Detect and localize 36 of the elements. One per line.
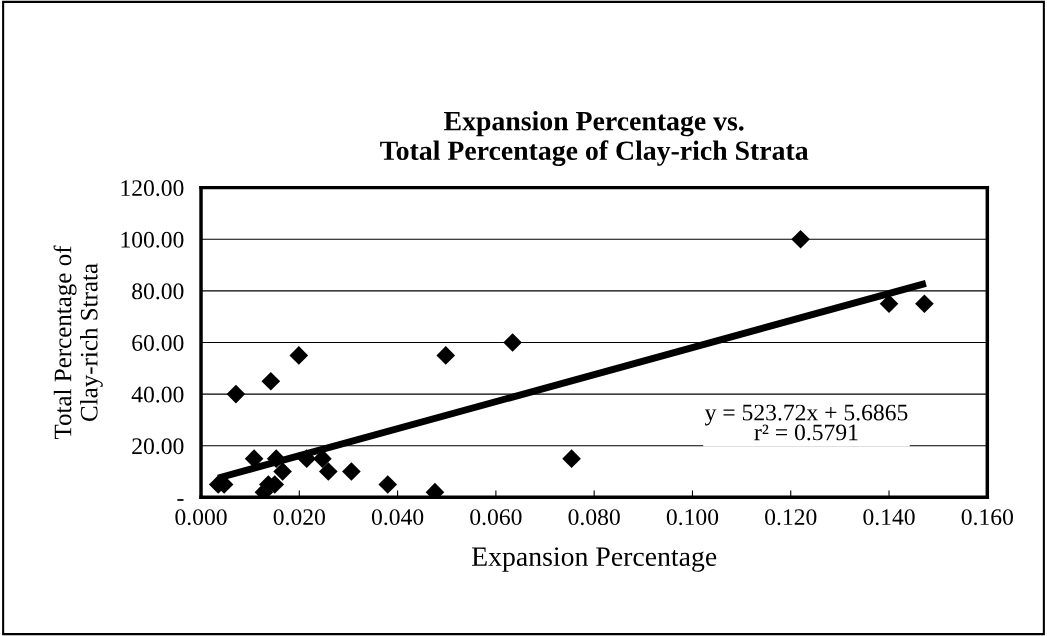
point (503, 333, 522, 352)
point (289, 346, 309, 365)
x-tick-label: 0.060 (470, 509, 522, 526)
x-tick-label: 0.080 (568, 509, 620, 526)
annotation: y = 523.72x + 5.6865 r² = 0.5791 (704, 404, 908, 441)
x-tick-label: 0.100 (666, 509, 719, 526)
point (226, 384, 246, 404)
y-tick-label: 20.00 (132, 438, 184, 455)
y-tick-label: 80.00 (132, 283, 184, 300)
point (297, 449, 316, 468)
y-tick-label: - (177, 499, 184, 501)
x-tick-label: 0.140 (863, 509, 915, 526)
point (342, 462, 361, 481)
point (261, 371, 281, 391)
y-tick-label: 120.00 (121, 180, 184, 197)
x-axis-title: Expansion Percentage (471, 547, 717, 572)
y-axis-title: Total Percentage of Clay-rich Strata (53, 245, 103, 440)
point (436, 346, 456, 365)
point (915, 294, 934, 314)
point (266, 449, 286, 468)
y-tick-label: 100.00 (121, 231, 184, 248)
point (244, 449, 264, 468)
point (562, 449, 581, 468)
x-tick-label: 0.040 (371, 509, 424, 526)
x-tick-label: 0.160 (961, 509, 1013, 526)
point (791, 229, 810, 249)
point (378, 475, 398, 494)
x-tick-label: 0.020 (273, 509, 325, 526)
point (273, 462, 292, 481)
y-tick-label: 60.00 (132, 334, 184, 352)
x-tick-label: 0.120 (765, 509, 817, 526)
x-tick-label: 0.000 (175, 509, 227, 526)
point (318, 462, 338, 481)
chart-title: Expansion Percentage vs. Total Percentage of Clay-rich Strata (380, 110, 809, 166)
point (879, 294, 899, 314)
y-tick-label: 40.00 (131, 386, 184, 403)
